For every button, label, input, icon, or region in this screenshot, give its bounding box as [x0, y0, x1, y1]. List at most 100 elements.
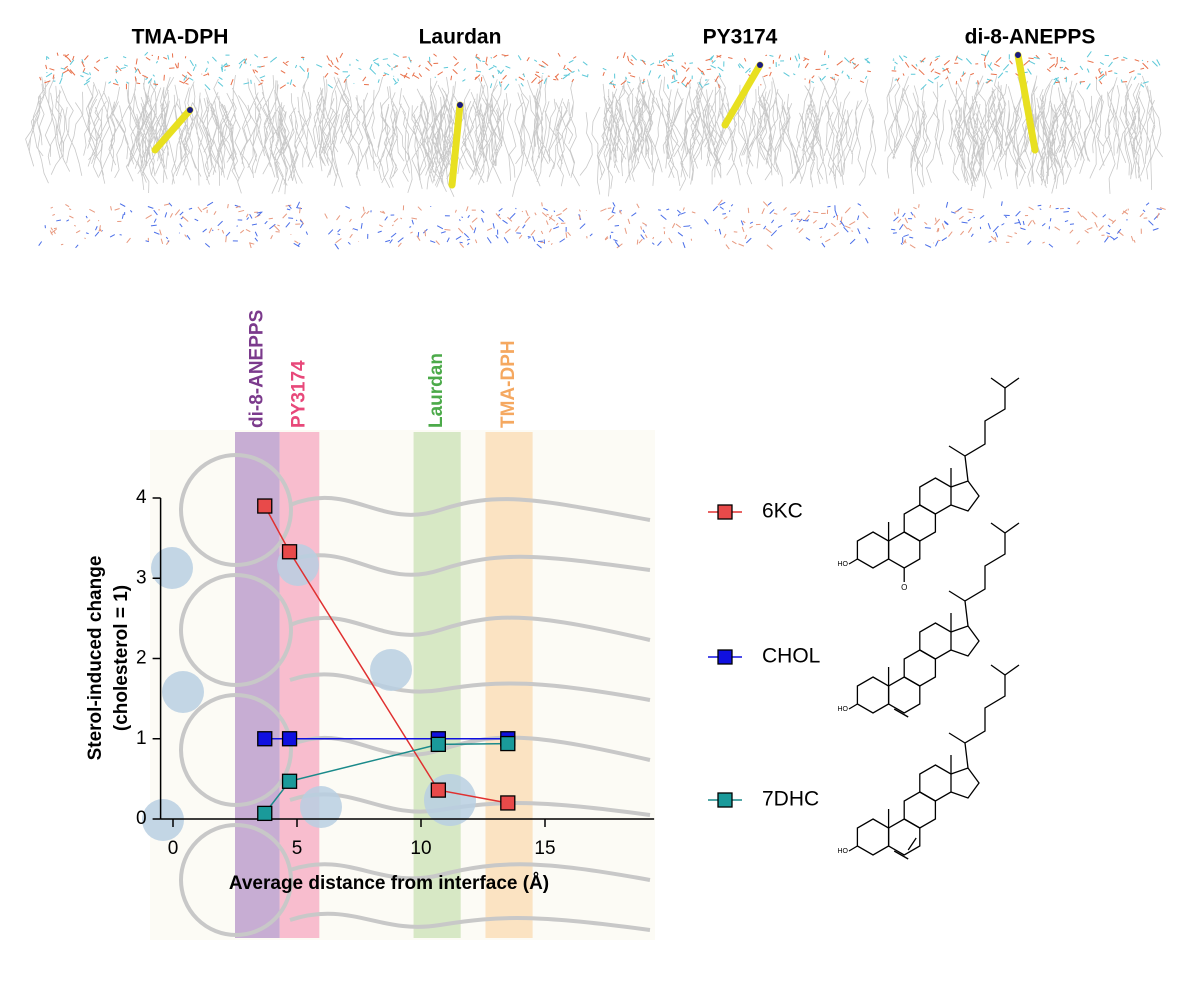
headgroup-atom — [858, 216, 859, 220]
headgroup-atom — [1087, 228, 1093, 230]
headgroup-atom — [1068, 208, 1070, 209]
headgroup-atom — [418, 207, 422, 211]
headgroup-atom — [641, 226, 642, 229]
headgroup-atom — [300, 223, 303, 227]
headgroup-atom — [412, 220, 413, 225]
headgroup-atom — [767, 245, 772, 250]
headgroup-atom — [919, 204, 920, 207]
headgroup-atom — [370, 64, 372, 69]
headgroup-atom — [124, 65, 128, 66]
headgroup-atom — [968, 219, 971, 221]
headgroup-atom — [145, 52, 148, 55]
headgroup-atom — [345, 206, 349, 208]
headgroup-atom — [208, 61, 209, 63]
headgroup-atom — [240, 230, 244, 233]
headgroup-atom — [603, 72, 604, 76]
headgroup-atom — [674, 74, 675, 80]
headgroup-atom — [970, 73, 974, 75]
headgroup-atom — [1070, 224, 1074, 225]
headgroup-atom — [1152, 61, 1157, 66]
headgroup-atom — [398, 79, 399, 82]
headgroup-atom — [228, 204, 229, 208]
headgroup-atom — [905, 62, 909, 67]
ring — [951, 768, 979, 798]
headgroup-atom — [998, 73, 1003, 78]
headgroup-atom — [535, 213, 536, 216]
headgroup-atom — [895, 62, 898, 64]
headgroup-atom — [1106, 233, 1109, 234]
headgroup-atom — [187, 72, 191, 76]
headgroup-atom — [583, 62, 587, 65]
headgroup-atom — [1070, 230, 1073, 233]
membrane — [884, 50, 1165, 248]
ring — [889, 819, 920, 855]
headgroup-atom — [409, 227, 411, 228]
ring — [920, 478, 951, 514]
headgroup-atom — [822, 243, 825, 247]
headgroup-atom — [799, 64, 800, 68]
headgroup-atom — [1050, 218, 1051, 221]
headgroup-atom — [164, 75, 165, 81]
headgroup-atom — [1147, 61, 1148, 62]
headgroup-atom — [340, 53, 343, 58]
headgroup-atom — [844, 227, 849, 232]
headgroup-atom — [1142, 60, 1143, 61]
headgroup-atom — [481, 210, 484, 213]
headgroup-atom — [1040, 209, 1042, 210]
headgroup-atom — [430, 241, 435, 243]
headgroup-atom — [300, 66, 305, 72]
headgroup-atom — [373, 58, 378, 61]
headgroup-atom — [493, 55, 497, 58]
headgroup-atom — [477, 64, 478, 69]
x-tick-label: 15 — [534, 838, 555, 859]
ring — [920, 623, 951, 659]
headgroup-atom — [910, 245, 915, 248]
headgroup-atom — [65, 204, 69, 206]
headgroup-atom — [531, 230, 535, 235]
headgroup-atom — [808, 211, 810, 212]
headgroup-atom — [499, 81, 500, 86]
headgroup-atom — [281, 71, 285, 74]
headgroup-atom — [1131, 236, 1133, 241]
headgroup-atom — [805, 63, 808, 68]
headgroup-atom — [1060, 67, 1061, 68]
headgroup-atom — [812, 76, 814, 79]
headgroup-atom — [718, 67, 724, 71]
headgroup-atom — [222, 65, 223, 71]
headgroup-atom — [536, 72, 539, 73]
headgroup-atom — [1020, 227, 1021, 228]
headgroup-atom — [296, 208, 302, 209]
headgroup-atom — [238, 210, 244, 211]
headgroup-atom — [930, 62, 932, 66]
headgroup-atom — [74, 225, 75, 226]
headgroup-atom — [568, 232, 571, 236]
headgroup-atom — [957, 57, 962, 60]
headgroup-atom — [218, 82, 223, 86]
headgroup-atom — [122, 214, 123, 219]
structure — [849, 378, 1019, 582]
headgroup-atom — [1050, 58, 1055, 59]
methyl — [949, 446, 965, 456]
headgroup-atom — [54, 228, 57, 229]
headgroup-atom — [940, 84, 943, 87]
headgroup-atom — [398, 238, 404, 242]
headgroup-atom — [771, 220, 773, 223]
marker — [283, 774, 297, 788]
headgroup-atom — [222, 230, 223, 233]
headgroup-atom — [837, 61, 843, 65]
headgroup-atom — [608, 215, 614, 220]
headgroup-atom — [51, 207, 53, 208]
headgroup-atom — [419, 73, 421, 76]
headgroup-atom — [858, 204, 861, 206]
headgroup-atom — [784, 73, 790, 77]
headgroup-atom — [182, 216, 188, 221]
headgroup-atom — [39, 241, 42, 245]
headgroup-atom — [791, 213, 796, 214]
headgroup-atom — [542, 202, 543, 206]
headgroup-atom — [903, 73, 904, 75]
headgroup-atom — [1123, 57, 1127, 59]
headgroup-atom — [1074, 73, 1077, 75]
headgroup-atom — [170, 213, 172, 217]
headgroup-atom — [237, 226, 238, 227]
